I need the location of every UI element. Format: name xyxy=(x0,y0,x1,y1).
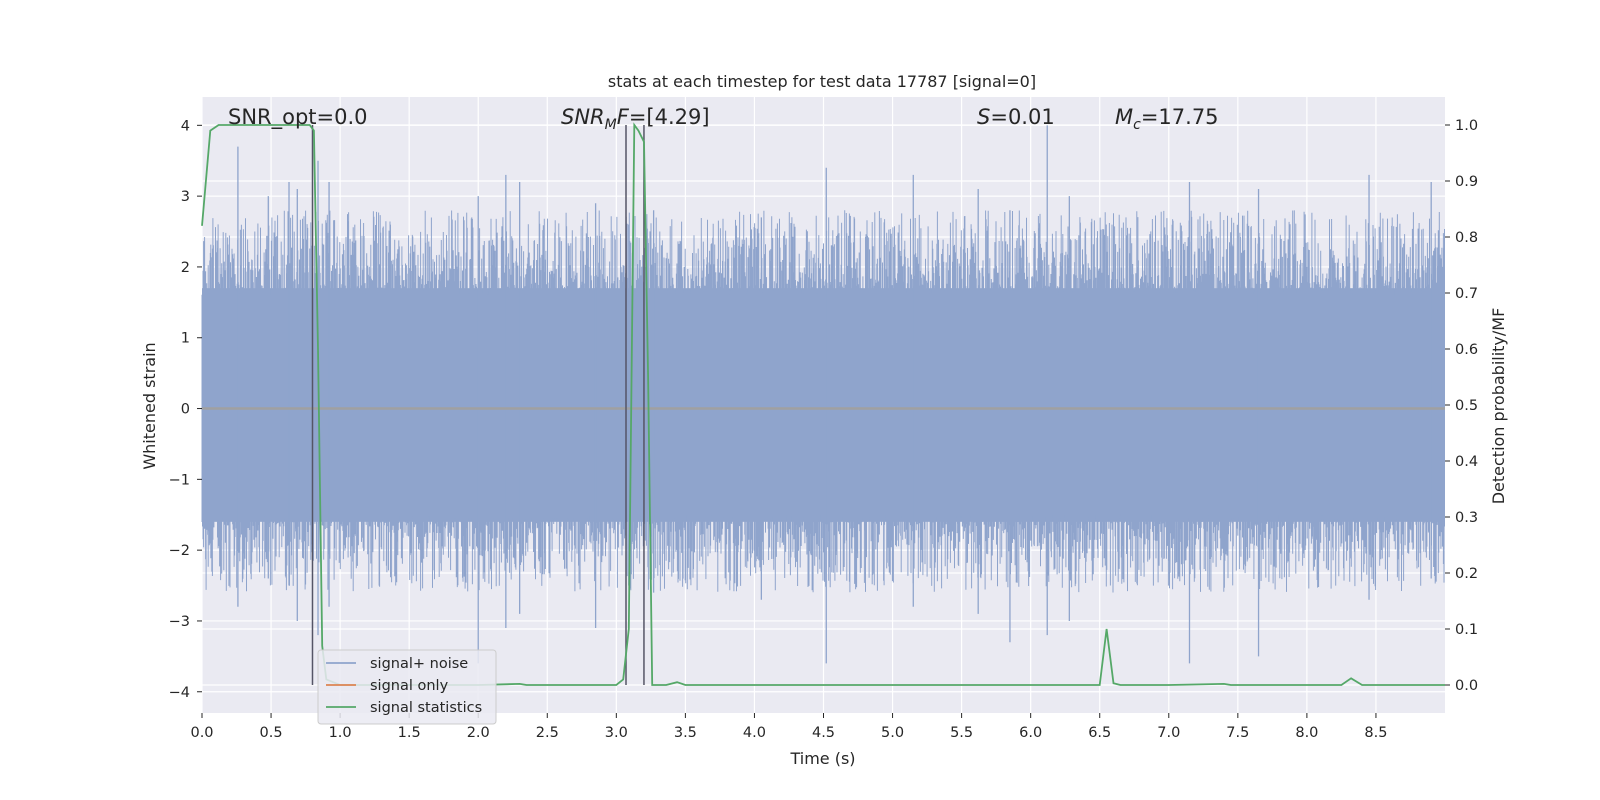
annotation-mc-main: M xyxy=(1115,105,1133,129)
y-left-tick-label-0: −4 xyxy=(169,685,190,701)
legend-box xyxy=(317,649,497,725)
x-tick-label-8: 4.0 xyxy=(743,725,766,741)
y-left-tick-label-6: 2 xyxy=(181,260,190,276)
x-tick-label-10: 5.0 xyxy=(881,725,904,741)
x-tick-label-4: 2.0 xyxy=(467,725,490,741)
chart-title: stats at each timestep for test data 177… xyxy=(608,72,1036,91)
y-left-tick-label-2: −2 xyxy=(169,543,190,559)
x-tick-label-7: 3.5 xyxy=(674,725,697,741)
x-tick-label-1: 0.5 xyxy=(260,725,283,741)
x-tick-label-12: 6.0 xyxy=(1019,725,1042,741)
y-right-tick-label-1: 0.1 xyxy=(1455,622,1478,638)
y-right-axis-label: Detection probability/MF xyxy=(1489,308,1508,505)
annotation-mc-rest: =17.75 xyxy=(1141,105,1219,129)
legend: signal+ noise signal only signal statist… xyxy=(317,649,497,725)
annotation-snr-mf-main: SNR xyxy=(561,105,605,129)
y-right-tick-label-10: 1.0 xyxy=(1455,118,1478,134)
x-tick-label-3: 1.5 xyxy=(398,725,421,741)
y-right-tick-label-3: 0.3 xyxy=(1455,510,1478,526)
annotation-snr-mf: SNRMF=[4.29] xyxy=(561,105,710,133)
y-right-tick-label-8: 0.8 xyxy=(1455,230,1478,246)
x-tick-label-5: 2.5 xyxy=(536,725,559,741)
x-tick-label-15: 7.5 xyxy=(1226,725,1249,741)
x-tick-label-13: 6.5 xyxy=(1088,725,1111,741)
x-tick-label-0: 0.0 xyxy=(190,725,213,741)
series-signal-statistics xyxy=(201,122,1445,686)
legend-label-noise: signal+ noise xyxy=(370,656,468,672)
statistics-line xyxy=(201,122,1445,686)
annotation-snr-mf-rest: =[4.29] xyxy=(629,105,710,129)
annotation-s-main: S xyxy=(977,105,990,129)
y-left-tick-label-8: 4 xyxy=(181,118,190,134)
y-left-tick-label-1: −3 xyxy=(169,614,190,630)
y-right-tick-label-5: 0.5 xyxy=(1455,398,1478,414)
y-right-axis-ticks: 0.0 0.1 0.2 0.3 0.4 0.5 0.6 0.7 0.8 0.9 1.0 xyxy=(1445,118,1478,694)
legend-label-statistics: signal statistics xyxy=(370,700,482,716)
annotation-snr-mf-sub: M xyxy=(605,117,617,133)
y-right-tick-label-7: 0.7 xyxy=(1455,286,1478,302)
annotation-s-rest: =0.01 xyxy=(990,105,1054,129)
y-left-tick-label-3: −1 xyxy=(169,472,190,488)
vertical-markers xyxy=(311,125,645,685)
x-tick-label-11: 5.5 xyxy=(950,725,973,741)
x-tick-label-16: 8.0 xyxy=(1295,725,1318,741)
x-axis-label: Time (s) xyxy=(789,749,855,768)
y-right-tick-label-9: 0.9 xyxy=(1455,174,1478,190)
y-left-tick-label-4: 0 xyxy=(181,402,190,418)
x-tick-label-2: 1.0 xyxy=(329,725,352,741)
x-tick-label-6: 3.0 xyxy=(605,725,628,741)
y-right-tick-label-4: 0.4 xyxy=(1455,454,1478,470)
y-right-tick-label-6: 0.6 xyxy=(1455,342,1478,358)
x-tick-label-17: 8.5 xyxy=(1364,725,1387,741)
y-right-tick-label-0: 0.0 xyxy=(1455,678,1478,694)
y-left-tick-label-7: 3 xyxy=(181,189,190,205)
y-left-tick-label-5: 1 xyxy=(181,331,190,347)
x-tick-label-9: 4.5 xyxy=(812,725,835,741)
x-axis-ticks: 0.0 0.5 1.0 1.5 2.0 2.5 3.0 3.5 4.0 4.5 5.0 5.5 6.0 6… xyxy=(190,713,1387,741)
x-tick-label-14: 7.0 xyxy=(1157,725,1180,741)
annotation-snr-opt: SNR_opt=0.0 xyxy=(228,105,368,130)
annotation-mc: Mc=17.75 xyxy=(1115,105,1219,133)
y-right-tick-label-2: 0.2 xyxy=(1455,566,1478,582)
legend-label-signal-only: signal only xyxy=(370,678,449,694)
annotation-s: S=0.01 xyxy=(977,105,1055,129)
series-signal-plus-noise xyxy=(201,125,1445,664)
y-left-axis-ticks: −4 −3 −2 −1 0 1 2 3 4 xyxy=(169,118,202,701)
annotation-snr-mf-rest-italic: F xyxy=(617,105,630,129)
annotation-mc-sub: c xyxy=(1133,117,1141,133)
y-left-axis-label: Whitened strain xyxy=(140,342,159,469)
